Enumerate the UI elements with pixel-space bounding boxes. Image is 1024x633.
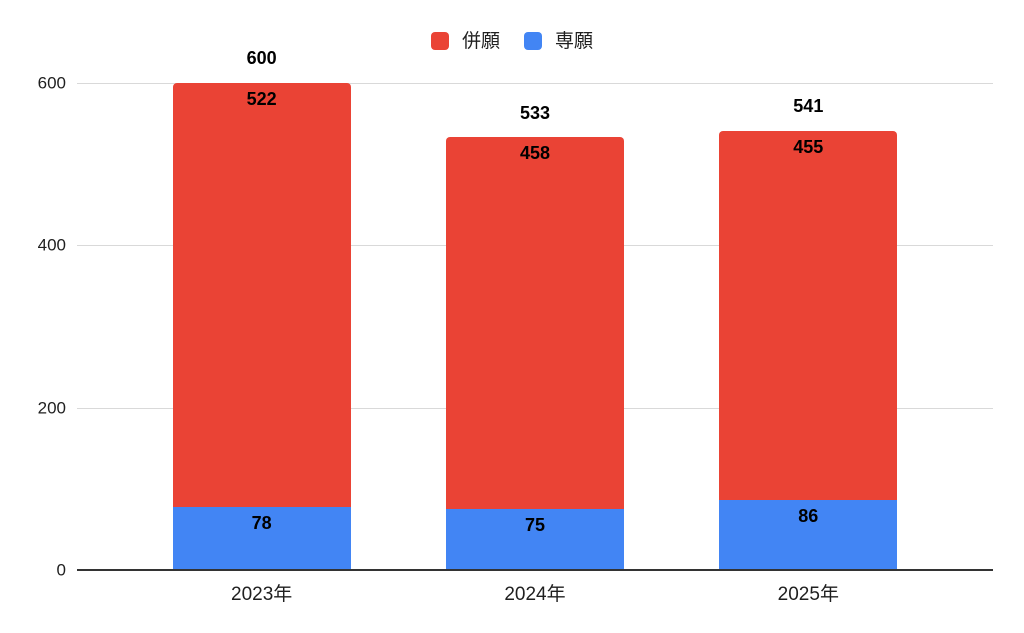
y-axis-tick-label: 600 [37, 73, 66, 93]
category-label: 2023年 [231, 584, 293, 605]
bar-stack: 458 75 [445, 137, 624, 570]
bar-segment-value-label: 522 [246, 89, 277, 109]
legend-label-heigan: 併願 [461, 30, 500, 52]
x-axis-baseline [77, 569, 993, 571]
bar-segment-heigan: 522 [172, 83, 351, 507]
bar-segment-sengan: 86 [719, 500, 898, 570]
bar-segment-sengan: 78 [172, 506, 351, 570]
legend-swatch-sengan-blue [524, 32, 542, 50]
bar-stack: 455 86 [719, 130, 898, 570]
bar-columns: 600 522 78 533 458 75 541 455 86 [77, 48, 993, 570]
bar-group-2023年: 600 522 78 [125, 48, 398, 570]
bar-segment-heigan: 458 [445, 137, 624, 510]
x-axis-category-labels: 2023年 2024年 2025年 [77, 575, 993, 606]
legend-item-sengan: 専願 [524, 32, 593, 51]
legend-label-sengan: 専願 [555, 30, 594, 52]
bar-segment-value-label: 75 [524, 515, 545, 536]
y-axis-tick-label: 200 [37, 398, 66, 418]
bar-segment-value-label: 78 [251, 512, 272, 533]
bar-stack: 522 78 [172, 83, 351, 570]
bar-group-2025年: 541 455 86 [672, 83, 945, 570]
category-label: 2024年 [504, 584, 566, 605]
bar-group-2024年: 533 458 75 [398, 83, 671, 570]
bar-segment-value-label: 455 [793, 136, 824, 157]
bar-total-label: 533 [519, 102, 551, 123]
bar-segment-value-label: 458 [519, 143, 550, 164]
bar-segment-heigan: 455 [719, 130, 898, 501]
bar-total-label: 600 [246, 48, 277, 69]
legend-item-heigan: 併願 [430, 30, 500, 52]
gridline [77, 83, 993, 84]
legend-swatch-heigan-red [430, 32, 449, 50]
y-axis-tick-label: 0 [56, 560, 66, 580]
bar-segment-value-label: 86 [798, 506, 819, 527]
bar-total-label: 541 [793, 96, 824, 117]
category-label: 2025年 [777, 584, 839, 605]
y-axis-tick-label: 400 [37, 235, 66, 255]
legend: 併願 専願 [0, 30, 1024, 52]
bar-segment-sengan: 75 [445, 509, 624, 570]
plot-area: 600 522 78 533 458 75 541 455 86 [77, 48, 993, 571]
